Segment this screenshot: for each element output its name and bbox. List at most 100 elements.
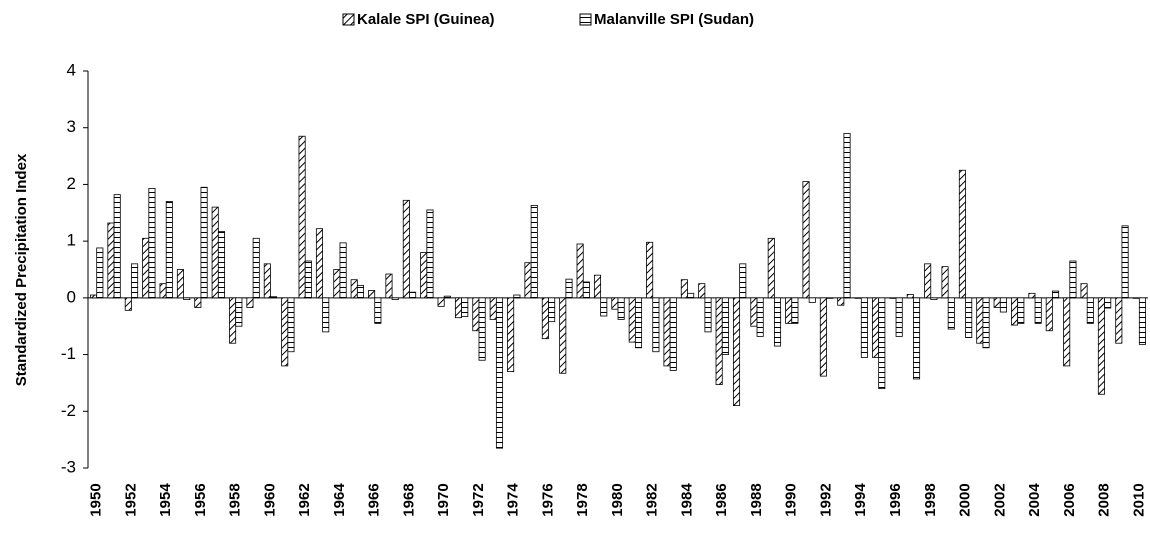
bar <box>513 294 521 299</box>
bar <box>281 297 289 367</box>
bar <box>507 297 515 372</box>
bar <box>802 181 810 299</box>
x-tick-label: 1968 <box>400 483 417 516</box>
x-tick-label: 1984 <box>678 483 695 517</box>
bar <box>426 209 434 299</box>
bar <box>913 297 921 380</box>
bar <box>391 297 399 300</box>
bar <box>385 273 393 299</box>
y-axis-title: Standardized Precipitation Index <box>13 153 30 386</box>
x-tick-label: 1954 <box>157 483 174 517</box>
bar <box>767 237 775 299</box>
bar <box>669 297 677 371</box>
bar <box>524 262 532 299</box>
bar <box>878 297 886 390</box>
bar <box>993 297 1001 308</box>
bar <box>906 294 914 299</box>
bar <box>461 297 469 317</box>
bar <box>628 297 636 343</box>
bar <box>576 243 584 299</box>
bar <box>246 297 254 308</box>
bar <box>1115 297 1123 344</box>
x-tick-label: 2002 <box>991 483 1008 516</box>
bar <box>1017 297 1025 324</box>
bar <box>872 297 880 358</box>
y-tick-label: -3 <box>61 457 76 476</box>
x-tick-label: 2006 <box>1061 483 1078 516</box>
bar <box>889 297 897 299</box>
bar <box>409 291 417 299</box>
bar <box>211 206 219 299</box>
bar <box>1104 297 1112 309</box>
bar <box>235 297 243 327</box>
bar <box>113 194 121 299</box>
bar <box>437 297 445 307</box>
x-tick-label: 1992 <box>817 483 834 516</box>
bar <box>217 231 225 299</box>
bar <box>895 297 903 337</box>
x-tick-label: 1960 <box>261 483 278 516</box>
bar <box>785 297 793 324</box>
bar <box>315 228 323 299</box>
bar <box>322 297 330 333</box>
y-tick-label: 2 <box>67 174 76 193</box>
x-tick-label: 2010 <box>1130 483 1147 516</box>
bar <box>773 297 782 347</box>
x-tick-label: 1976 <box>539 483 556 516</box>
bar <box>339 242 347 299</box>
bar <box>1138 297 1146 345</box>
x-tick-label: 1952 <box>122 483 139 516</box>
bar <box>999 297 1007 313</box>
bar <box>593 274 602 299</box>
bar <box>1121 225 1129 299</box>
legend-label: Kalale SPI (Guinea) <box>357 11 495 28</box>
bar <box>420 252 428 299</box>
x-tick-label: 1988 <box>748 483 765 516</box>
bar <box>270 296 278 299</box>
bar <box>107 222 115 299</box>
bar <box>183 297 191 300</box>
bar <box>680 279 688 299</box>
bar <box>565 278 573 299</box>
bar <box>374 297 382 324</box>
bar <box>930 297 938 300</box>
bar <box>1063 297 1071 367</box>
bar <box>90 294 98 299</box>
y-tick-label: -2 <box>61 401 76 420</box>
bar <box>252 237 260 299</box>
x-tick-label: 1970 <box>435 483 452 516</box>
bar <box>131 263 139 299</box>
bar <box>148 187 156 299</box>
bar <box>333 269 341 299</box>
bar <box>402 199 410 299</box>
bar <box>1011 297 1019 326</box>
bar <box>1045 297 1053 332</box>
x-tick-label: 1986 <box>713 483 730 516</box>
bar <box>721 297 729 355</box>
bar <box>982 297 990 349</box>
bar <box>559 297 567 374</box>
bar <box>1034 297 1042 324</box>
legend-swatch <box>579 13 592 26</box>
bar <box>298 135 306 299</box>
legend-label: Malanville SPI (Sudan) <box>594 11 754 28</box>
y-tick-label: 1 <box>67 231 76 250</box>
bar <box>350 279 358 299</box>
x-tick-label: 1972 <box>470 483 487 516</box>
bar <box>958 169 966 299</box>
y-tick-label: 4 <box>67 60 76 79</box>
y-tick-label: 3 <box>67 117 76 136</box>
bar <box>617 297 625 320</box>
bar <box>530 205 538 299</box>
bar <box>541 297 549 340</box>
bar <box>304 260 312 299</box>
bar <box>652 297 660 353</box>
x-tick-label: 2000 <box>957 483 974 516</box>
x-tick-label: 1962 <box>296 483 313 516</box>
bar <box>1052 290 1060 299</box>
x-tick-label: 2008 <box>1096 483 1113 516</box>
bar <box>663 297 671 367</box>
bar <box>287 297 295 353</box>
bar <box>854 297 862 299</box>
bar <box>941 266 949 299</box>
